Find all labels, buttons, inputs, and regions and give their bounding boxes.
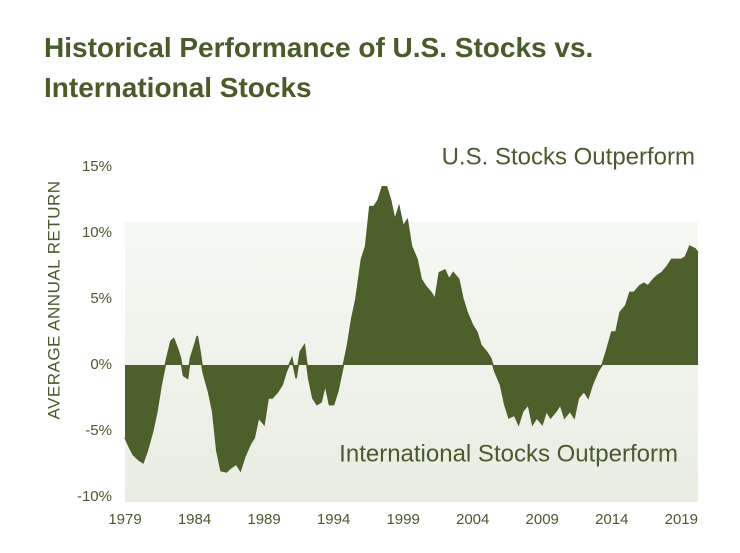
chart-title: Historical Performance of U.S. Stocks vs… <box>44 32 594 103</box>
x-tick-label: 1994 <box>317 511 350 528</box>
x-tick-label: 1989 <box>247 511 280 528</box>
area <box>125 186 698 472</box>
y-tick-label: 15% <box>82 158 112 175</box>
annotation: U.S. Stocks Outperform <box>442 143 695 170</box>
x-tick-label: 2019 <box>665 511 698 528</box>
x-tick-label: 2014 <box>595 511 628 528</box>
x-tick-label: 1999 <box>386 511 419 528</box>
y-tick-label: 10% <box>82 224 112 241</box>
y-tick-label: 5% <box>90 290 112 307</box>
x-tick-label: 2009 <box>526 511 559 528</box>
y-axis-label: AVERAGE ANNUAL RETURN <box>44 180 63 419</box>
area-line <box>124 186 699 473</box>
annotation: International Stocks Outperform <box>339 440 678 467</box>
x-tick-label: 2004 <box>456 511 489 528</box>
y-tick-label: -5% <box>85 422 112 439</box>
y-tick-label: -10% <box>77 488 112 505</box>
y-tick-label: 0% <box>90 356 112 373</box>
x-tick-label: 1979 <box>108 511 141 528</box>
x-tick-label: 1984 <box>178 511 211 528</box>
